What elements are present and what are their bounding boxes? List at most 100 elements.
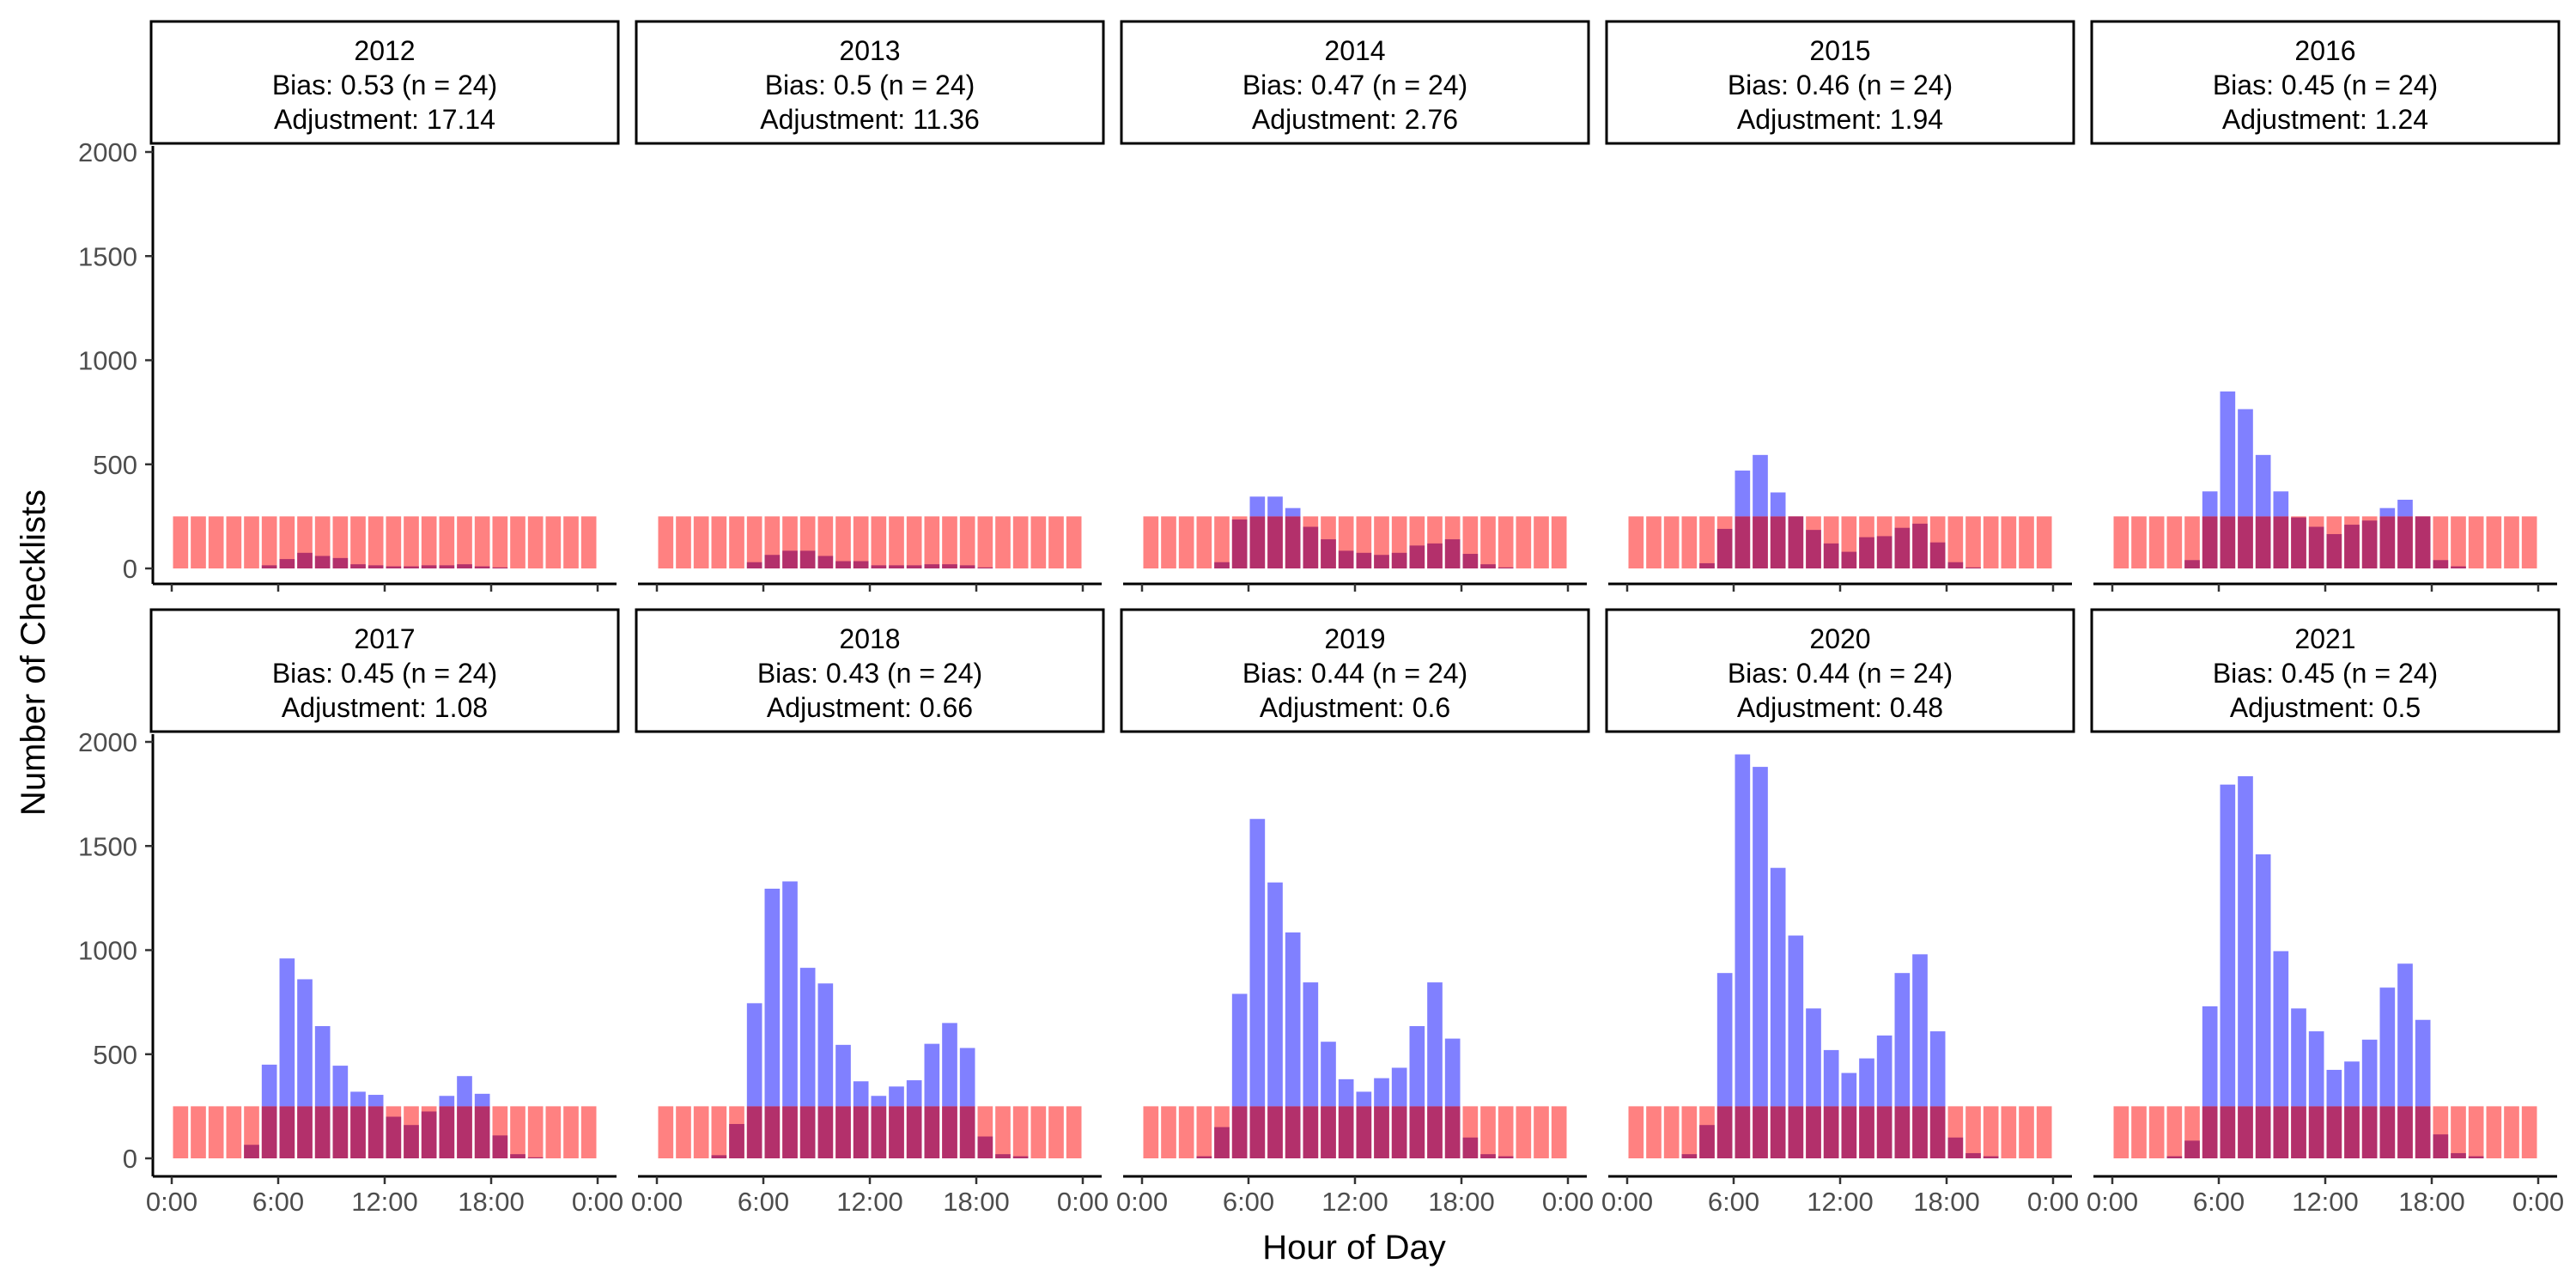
observed-bar: [1321, 1042, 1336, 1107]
x-tick-label: 6:00: [1708, 1187, 1759, 1217]
observed-bar-overlap: [297, 552, 313, 568]
observed-bar: [2273, 951, 2289, 1107]
observed-bar-overlap: [244, 1145, 259, 1158]
observed-bar: [2220, 784, 2236, 1107]
observed-bar-overlap: [1012, 1156, 1029, 1158]
observed-bar: [2361, 1039, 2378, 1107]
uniform-bar: [2001, 1106, 2017, 1158]
observed-bar: [906, 1080, 922, 1107]
uniform-bar: [729, 516, 744, 568]
observed-bar-overlap: [1196, 1156, 1212, 1158]
observed-bar: [835, 1044, 851, 1107]
observed-bar-overlap: [368, 565, 384, 568]
uniform-bar: [711, 1106, 727, 1158]
uniform-bar: [1030, 1106, 1047, 1158]
observed-bar: [1753, 767, 1768, 1107]
observed-bar-overlap: [386, 1116, 402, 1158]
observed-bar-overlap: [1462, 1137, 1479, 1158]
strip-bias: Bias: 0.43 (n = 24): [757, 658, 982, 689]
observed-bar-overlap: [1338, 1106, 1354, 1158]
panel-2018: 2018 Bias: 0.43 (n = 24)Adjustment: 0.66 0…: [631, 608, 1109, 1217]
observed-bar-overlap: [1374, 1106, 1389, 1158]
x-tick-label: 6:00: [738, 1187, 789, 1217]
panels-layer: 2012 Bias: 0.53 (n = 24) Adjustment: 17.14…: [78, 20, 2564, 1217]
observed-bar-overlap: [314, 1106, 331, 1158]
observed-bar-overlap: [421, 565, 437, 568]
x-tick-label: 18:00: [2398, 1187, 2465, 1217]
observed-bar: [1374, 1078, 1389, 1107]
observed-bar-overlap: [1462, 554, 1479, 568]
strip-adjustment: Adjustment: 11.36: [760, 104, 980, 135]
observed-bar: [942, 1023, 957, 1107]
uniform-bar: [1161, 1106, 1176, 1158]
observed-bar-overlap: [1427, 1106, 1443, 1158]
observed-bar: [1894, 973, 1911, 1107]
observed-bar-overlap: [1214, 1127, 1230, 1158]
strip-year: 2017: [354, 623, 415, 654]
observed-bar-overlap: [2326, 1106, 2342, 1158]
observed-bar-overlap: [279, 1106, 295, 1158]
uniform-bar: [1663, 1106, 1680, 1158]
uniform-bar: [208, 516, 224, 568]
observed-bar-overlap: [1735, 516, 1751, 568]
observed-bar-overlap: [942, 564, 957, 568]
observed-bar: [1735, 471, 1751, 517]
observed-bar-overlap: [2220, 516, 2236, 568]
observed-bar-overlap: [959, 565, 975, 568]
uniform-bar: [2036, 1106, 2052, 1158]
observed-bar-overlap: [1716, 1106, 1733, 1158]
uniform-bar: [1551, 1106, 1567, 1158]
uniform-bar: [995, 516, 1011, 568]
observed-bar: [1859, 1058, 1874, 1107]
observed-bar-overlap: [1770, 1106, 1786, 1158]
x-axis-title: Hour of Day: [1262, 1229, 1445, 1267]
uniform-bar: [995, 1106, 1011, 1158]
strip-year: 2018: [839, 623, 900, 654]
y-tick-label: 2000: [78, 137, 137, 167]
observed-bar-overlap: [746, 1106, 762, 1158]
uniform-bar: [1012, 1106, 1029, 1158]
observed-bar-overlap: [782, 1106, 798, 1158]
observed-bar-overlap: [2433, 560, 2449, 568]
uniform-bar: [2148, 1106, 2165, 1158]
observed-bar-overlap: [2255, 1106, 2271, 1158]
uniform-bar: [563, 1106, 579, 1158]
observed-bar: [2291, 1008, 2306, 1107]
strip-bias: Bias: 0.44 (n = 24): [1728, 658, 1953, 689]
uniform-bar: [261, 516, 277, 568]
x-tick-label: 0:00: [146, 1187, 197, 1217]
observed-bar-overlap: [2344, 525, 2360, 568]
uniform-bar: [1516, 1106, 1532, 1158]
uniform-bar: [889, 516, 904, 568]
observed-bar: [2255, 854, 2271, 1107]
uniform-bar: [2451, 1106, 2466, 1158]
strip-adjustment: Adjustment: 0.66: [767, 692, 973, 723]
observed-bar-overlap: [729, 1123, 744, 1158]
uniform-bar: [244, 516, 259, 568]
observed-bar: [332, 1066, 349, 1107]
y-tick-label: 0: [123, 554, 137, 584]
uniform-bar: [1498, 1106, 1514, 1158]
observed-bar-overlap: [1753, 1106, 1768, 1158]
panel-2016: 2016 Bias: 0.45 (n = 24) Adjustment: 1.24: [2090, 20, 2561, 592]
uniform-bar: [1143, 1106, 1159, 1158]
uniform-bar: [835, 516, 851, 568]
observed-bar-overlap: [527, 1157, 544, 1158]
strip-adjustment: Adjustment: 2.76: [1252, 104, 1458, 135]
observed-bar-overlap: [386, 566, 402, 568]
observed-bar-overlap: [368, 1106, 384, 1158]
x-tick-label: 18:00: [1913, 1187, 1980, 1217]
uniform-bar: [173, 516, 189, 568]
uniform-bar: [2131, 516, 2147, 568]
observed-bar-overlap: [764, 1106, 781, 1158]
strip-box: [2090, 20, 2561, 145]
observed-bar-overlap: [1267, 516, 1283, 568]
observed-bar: [924, 1043, 940, 1107]
observed-bar: [1823, 1049, 1839, 1107]
observed-bar: [1285, 932, 1301, 1107]
observed-bar-overlap: [853, 1106, 869, 1158]
observed-bar: [1929, 1031, 1946, 1107]
observed-bar-overlap: [835, 561, 851, 568]
uniform-bar: [1628, 516, 1644, 568]
